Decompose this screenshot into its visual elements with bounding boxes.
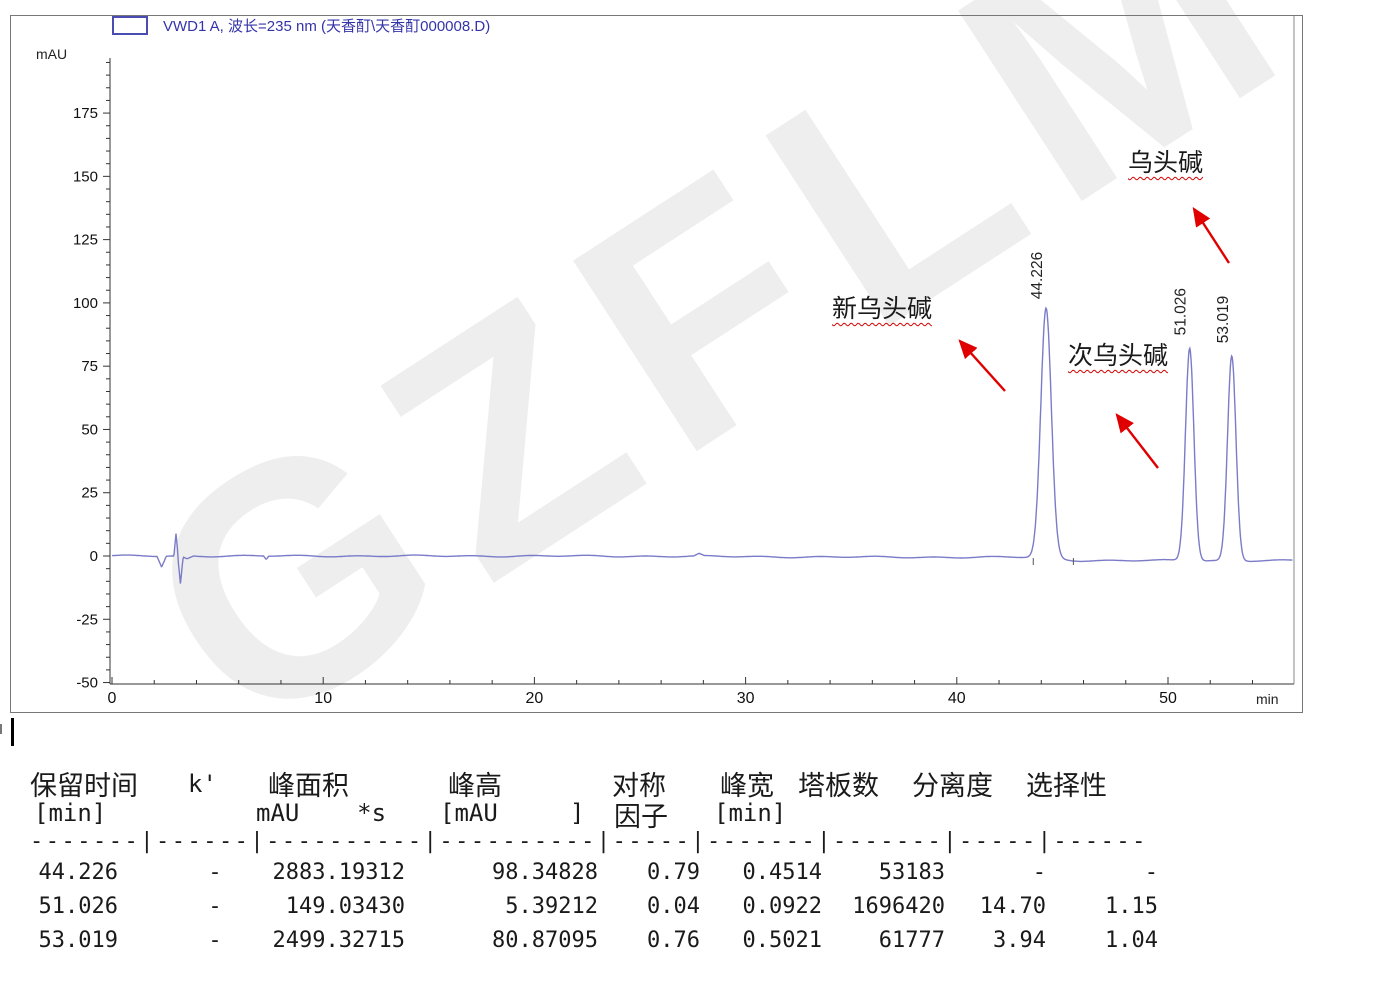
- table-cell: -: [208, 894, 222, 919]
- annotation-hypaconitine: 次乌头碱: [1068, 343, 1169, 370]
- svg-text:75: 75: [81, 358, 98, 375]
- annotation-aconitine: 乌头碱: [1128, 150, 1204, 177]
- col-header-retention-time: 保留时间: [30, 771, 138, 801]
- table-cell: 149.03430: [285, 894, 405, 919]
- table-cell: 2499.32715: [272, 928, 405, 953]
- svg-text:0: 0: [108, 690, 117, 707]
- table-cell: 0.04: [647, 894, 700, 919]
- table-cell: 0.76: [647, 928, 700, 953]
- table-cell: 44.226: [38, 860, 118, 885]
- col-header-k-prime: k': [188, 770, 217, 798]
- edge-mark: [0, 724, 2, 734]
- table-row: 53.019 - 2499.32715 80.87095 0.76 0.5021 61777…: [0, 928, 1200, 958]
- table-cell: 14.70: [979, 894, 1046, 919]
- table-cell: 1696420: [852, 894, 945, 919]
- svg-text:175: 175: [73, 105, 98, 122]
- col-header-resolution: 分离度: [912, 771, 993, 801]
- table-cell: 0.0922: [742, 894, 822, 919]
- col-header-peak-height: 峰高: [448, 771, 502, 801]
- svg-text:-25: -25: [76, 611, 98, 628]
- chart-frame: [10, 15, 1303, 713]
- col-unit-factor: 因子: [614, 802, 668, 832]
- table-cell: 53.019: [38, 928, 118, 953]
- chromatogram-trace: [111, 306, 1293, 584]
- peak-label-51.026: 51.026: [1173, 288, 1190, 335]
- annotation-arrow-aconitine: [1192, 206, 1231, 264]
- table-cell: 0.79: [647, 860, 700, 885]
- x-axis-ticks: [111, 677, 1253, 684]
- table-cell: -: [1144, 860, 1158, 885]
- col-unit-mau: [mAU ]: [440, 799, 585, 827]
- y-axis-ticks: [103, 61, 110, 684]
- svg-text:50: 50: [1159, 690, 1177, 707]
- col-header-plate-number: 塔板数: [798, 771, 879, 801]
- table-cell: 53183: [878, 860, 945, 885]
- table-cell: 0.5021: [742, 928, 822, 953]
- x-axis-unit-label: min: [1256, 691, 1279, 707]
- svg-text:10: 10: [314, 690, 332, 707]
- table-cell: 3.94: [993, 928, 1046, 953]
- table-cell: 61777: [878, 928, 945, 953]
- table-cell: 80.87095: [492, 928, 598, 953]
- annotation-mesaconitine: 新乌头碱: [832, 296, 933, 323]
- svg-text:100: 100: [73, 295, 98, 312]
- svg-text:-50: -50: [76, 675, 98, 692]
- col-header-selectivity: 选择性: [1026, 771, 1107, 801]
- table-separator: -------|------|----------|----------|---…: [30, 829, 1148, 854]
- table-cell: -: [1032, 860, 1046, 885]
- svg-text:50: 50: [81, 421, 98, 438]
- table-cell: 51.026: [38, 894, 118, 919]
- table-cell: 0.4514: [742, 860, 822, 885]
- col-header-peak-width: 峰宽: [720, 771, 774, 801]
- peak-labels: 44.226 51.026 53.019: [1029, 252, 1232, 343]
- peak-label-53.019: 53.019: [1215, 296, 1232, 343]
- table-cell: 1.04: [1105, 928, 1158, 953]
- table-cell: 5.39212: [505, 894, 598, 919]
- col-header-peak-area: 峰面积: [268, 771, 349, 801]
- axes: [109, 16, 1295, 685]
- svg-text:20: 20: [526, 690, 544, 707]
- col-unit-min: [min]: [34, 799, 107, 827]
- svg-text:30: 30: [737, 690, 755, 707]
- table-cell: 98.34828: [492, 860, 598, 885]
- annotation-arrows: [958, 206, 1231, 469]
- legend-swatch: [112, 16, 148, 35]
- y-axis-unit-label: mAU: [36, 46, 68, 62]
- table-cell: 2883.19312: [272, 860, 405, 885]
- col-unit-mau-s: mAU *s: [256, 799, 387, 827]
- x-axis-labels: 0 10 20 30 40 50: [108, 690, 1177, 707]
- table-cell: -: [208, 928, 222, 953]
- table-row: 51.026 - 149.03430 5.39212 0.04 0.0922 1696420…: [0, 894, 1200, 924]
- table-cell: 1.15: [1105, 894, 1158, 919]
- col-header-symmetry: 对称: [612, 771, 666, 801]
- integration-ticks: [1032, 558, 1074, 565]
- svg-text:150: 150: [73, 168, 98, 185]
- annotation-arrow-hypaconitine: [1115, 413, 1159, 469]
- svg-text:0: 0: [90, 548, 98, 565]
- y-axis-labels: -50 -25 0 25 50 75 100 125 150 175: [73, 105, 98, 691]
- col-unit-width-min: [min]: [714, 799, 787, 827]
- annotation-arrow-mesaconitine: [958, 339, 1006, 392]
- text-cursor-artifact: [11, 718, 14, 746]
- svg-text:125: 125: [73, 232, 98, 249]
- legend-label: VWD1 A, 波长=235 nm (天香酊\天香酊000008.D): [163, 18, 491, 35]
- table-row: 44.226 - 2883.19312 98.34828 0.79 0.4514 53183…: [0, 860, 1200, 890]
- svg-text:40: 40: [948, 690, 966, 707]
- svg-text:25: 25: [81, 485, 98, 502]
- table-cell: -: [208, 860, 222, 885]
- peak-label-44.226: 44.226: [1029, 252, 1046, 299]
